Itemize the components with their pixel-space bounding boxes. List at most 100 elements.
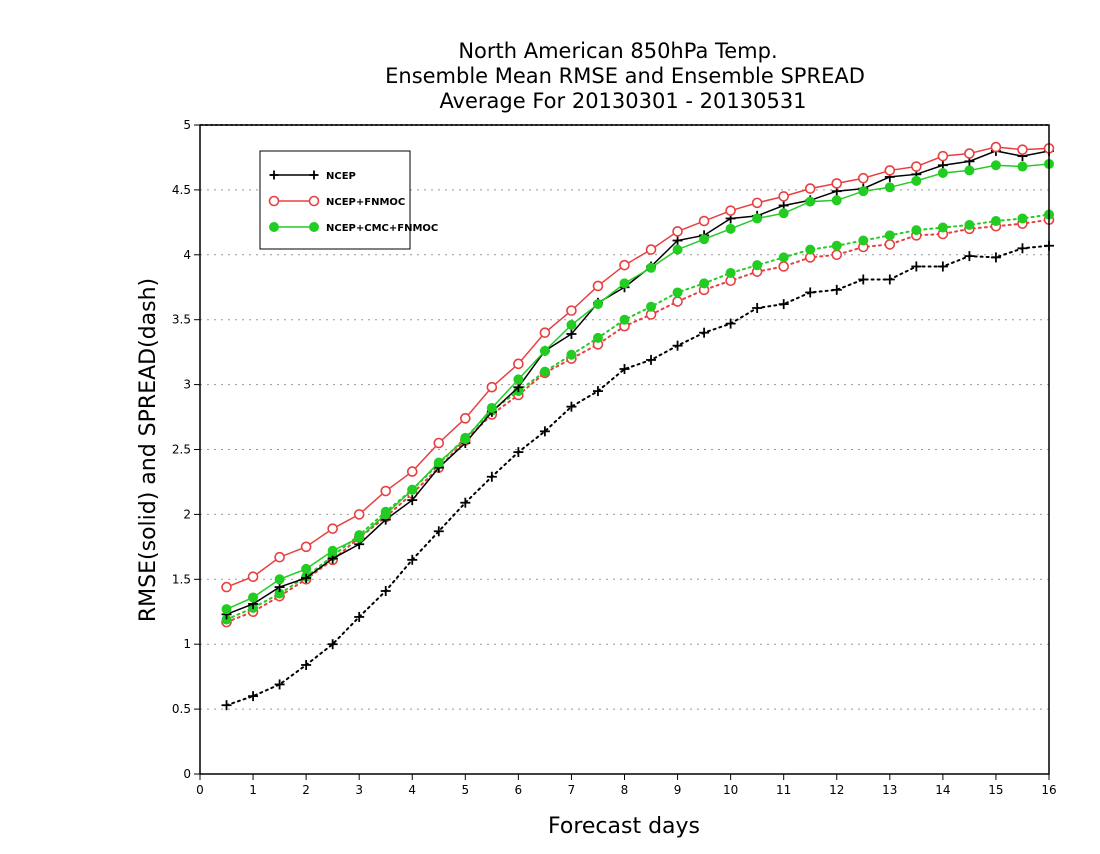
data-point bbox=[699, 327, 710, 338]
data-point bbox=[566, 349, 577, 360]
x-tick-label: 5 bbox=[461, 783, 469, 797]
legend-entry: NCEP+CMC+FNMOC bbox=[269, 222, 438, 234]
data-point bbox=[964, 251, 975, 262]
data-point bbox=[274, 574, 285, 585]
data-point bbox=[406, 466, 418, 477]
data-point bbox=[884, 274, 895, 285]
legend: NCEP NCEP+FNMOC NCEP+CMC+FNMOC bbox=[259, 150, 438, 250]
data-point bbox=[248, 691, 259, 702]
data-point bbox=[247, 571, 259, 583]
data-point bbox=[805, 287, 816, 298]
data-point bbox=[831, 178, 843, 189]
data-point bbox=[858, 274, 869, 285]
data-point bbox=[592, 280, 604, 292]
series-spread-2 bbox=[221, 209, 1054, 625]
data-point bbox=[566, 319, 577, 330]
data-point bbox=[831, 240, 842, 251]
data-point bbox=[699, 278, 710, 289]
data-point bbox=[486, 471, 497, 482]
x-tick-label: 14 bbox=[935, 783, 950, 797]
series-line-spread bbox=[225, 218, 1050, 624]
legend-box bbox=[259, 150, 411, 250]
series-layer bbox=[221, 141, 1055, 711]
data-point bbox=[937, 222, 948, 233]
y-tick-label: 1 bbox=[183, 637, 191, 651]
y-tick-label: 3 bbox=[183, 378, 191, 392]
title-line-2: Ensemble Mean RMSE and Ensemble SPREAD bbox=[385, 64, 865, 88]
data-point bbox=[778, 299, 789, 310]
data-point bbox=[698, 215, 710, 227]
x-tick-label: 2 bbox=[302, 783, 310, 797]
data-point bbox=[725, 223, 736, 234]
data-point bbox=[725, 205, 736, 216]
data-point bbox=[805, 196, 816, 207]
data-point bbox=[804, 183, 816, 194]
data-point bbox=[619, 278, 630, 289]
data-point bbox=[990, 252, 1001, 263]
data-point bbox=[751, 197, 763, 209]
x-tick-label: 4 bbox=[408, 783, 416, 797]
data-point bbox=[937, 168, 948, 179]
x-tick-label: 10 bbox=[723, 783, 738, 797]
x-tick-label: 12 bbox=[829, 783, 844, 797]
data-point bbox=[407, 554, 418, 565]
data-point bbox=[857, 172, 869, 184]
data-point bbox=[221, 700, 232, 711]
data-point bbox=[566, 328, 577, 339]
data-point bbox=[309, 170, 319, 180]
data-point bbox=[990, 216, 1001, 227]
data-point bbox=[646, 301, 657, 312]
data-point bbox=[592, 299, 603, 310]
data-point bbox=[831, 284, 842, 295]
legend-label: NCEP bbox=[326, 171, 356, 182]
data-point bbox=[911, 261, 922, 272]
data-point bbox=[672, 226, 683, 237]
y-tick-label: 2 bbox=[183, 507, 191, 521]
y-tick-label: 0 bbox=[183, 767, 191, 781]
data-point bbox=[274, 679, 285, 690]
data-point bbox=[858, 186, 869, 197]
data-point bbox=[327, 523, 338, 534]
series-rmse-2 bbox=[221, 158, 1054, 615]
data-point bbox=[645, 244, 657, 255]
axis-ticks: 00.511.522.533.544.550 1 2 3 4 5 6 7 8 9 10 11 12 13 1… bbox=[172, 118, 1057, 797]
data-point bbox=[884, 239, 896, 250]
data-point bbox=[539, 426, 550, 437]
data-point bbox=[380, 509, 391, 520]
data-point bbox=[327, 545, 338, 556]
data-point bbox=[752, 213, 763, 224]
data-point bbox=[937, 261, 948, 272]
data-point bbox=[433, 437, 445, 449]
x-tick-label: 16 bbox=[1041, 783, 1056, 797]
data-point bbox=[248, 592, 259, 603]
data-point bbox=[911, 225, 922, 236]
data-point bbox=[380, 485, 392, 497]
data-point bbox=[460, 413, 471, 424]
data-point bbox=[672, 244, 683, 255]
data-point bbox=[1017, 213, 1028, 224]
data-point bbox=[566, 305, 577, 316]
data-point bbox=[486, 381, 498, 393]
x-tick-label: 6 bbox=[515, 783, 523, 797]
x-tick-label: 15 bbox=[988, 783, 1003, 797]
data-point bbox=[354, 611, 365, 622]
data-point bbox=[964, 219, 975, 230]
data-point bbox=[301, 563, 312, 574]
legend-entry: NCEP bbox=[269, 170, 356, 182]
data-point bbox=[460, 497, 471, 508]
chart-title: North American 850hPa Temp. Ensemble Mea… bbox=[385, 39, 865, 113]
data-point bbox=[513, 374, 524, 385]
data-point bbox=[221, 604, 232, 615]
x-tick-label: 11 bbox=[776, 783, 791, 797]
y-tick-label: 4.5 bbox=[172, 183, 191, 197]
data-point bbox=[778, 191, 789, 202]
data-point bbox=[672, 235, 683, 246]
data-point bbox=[990, 141, 1002, 153]
data-point bbox=[407, 495, 418, 506]
data-point bbox=[752, 303, 763, 314]
x-axis-label: Forecast days bbox=[548, 814, 700, 839]
data-point bbox=[752, 260, 763, 271]
x-tick-label: 1 bbox=[249, 783, 257, 797]
